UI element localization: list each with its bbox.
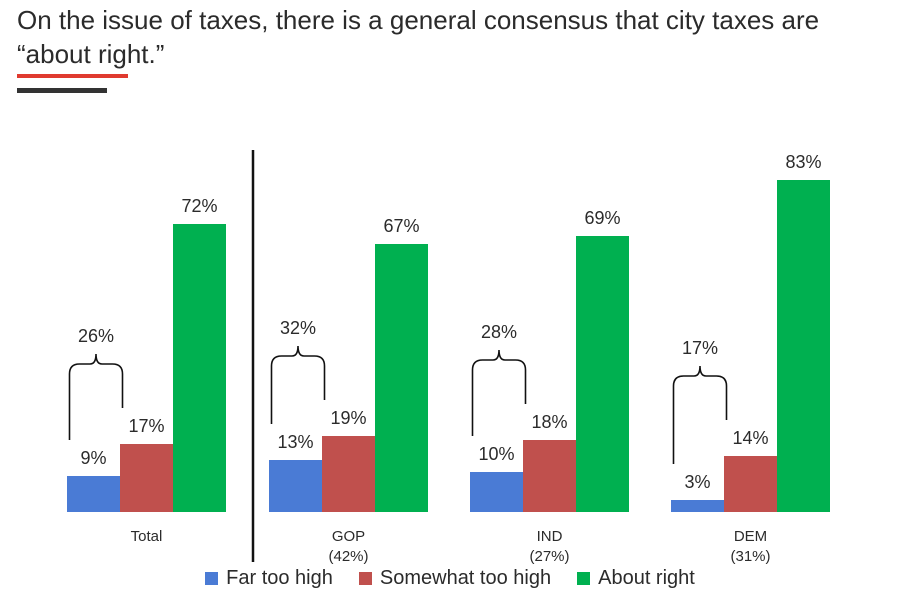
bar-total-far [67,476,120,512]
bar-total-somewhat [120,444,173,512]
title-accent-rule-red [17,74,128,78]
category-label-gop: GOP [332,528,365,545]
legend-label-far-too-high: Far too high [226,567,333,589]
legend-swatch-far-too-high [205,572,219,585]
brace-gop [270,345,326,424]
legend-label-somewhat-too-high: Somewhat too high [379,567,552,589]
bar-dem-about [777,180,830,512]
page-title: On the issue of taxes, there is a genera… [17,5,820,69]
data-label-gop-about: 67% [383,216,419,236]
data-label-gop-far: 13% [277,432,313,452]
combined-label-dem: 17% [682,338,718,358]
data-label-gop-somewhat: 19% [330,408,366,428]
legend-item-far-too-high: Far too high [205,567,333,590]
data-label-dem-somewhat: 14% [732,428,768,448]
data-label-total-far: 9% [80,448,106,468]
category-label-ind: IND [537,528,563,545]
title-accent-rule-dark [17,88,107,93]
category-sublabel-ind: (27%) [529,548,569,565]
combined-label-total: 26% [78,326,114,346]
data-label-dem-about: 83% [785,152,821,172]
category-sublabel-dem: (31%) [730,548,770,565]
brace-dem [672,365,728,464]
bar-ind-somewhat [523,440,576,512]
data-label-dem-far: 3% [684,472,710,492]
combined-label-ind: 28% [481,322,517,342]
bar-ind-about [576,236,629,512]
brace-total [68,353,124,440]
combined-label-gop: 32% [280,318,316,338]
data-label-ind-somewhat: 18% [531,412,567,432]
bar-gop-about [375,244,428,512]
bar-dem-somewhat [724,456,777,512]
legend-swatch-about-right [577,572,591,585]
bar-gop-far [269,460,322,512]
category-sublabel-gop: (42%) [328,548,368,565]
data-label-ind-about: 69% [584,208,620,228]
legend: Far too high Somewhat too high About rig… [0,567,900,590]
legend-label-about-right: About right [598,567,695,589]
data-label-total-somewhat: 17% [128,416,164,436]
data-label-total-about: 72% [181,196,217,216]
legend-item-about-right: About right [577,567,695,590]
bar-dem-far [671,500,724,512]
legend-item-somewhat-too-high: Somewhat too high [358,567,552,590]
category-label-dem: DEM [734,528,767,545]
data-label-ind-far: 10% [478,444,514,464]
brace-ind [471,349,527,436]
bar-gop-somewhat [322,436,375,512]
bar-ind-far [470,472,523,512]
bar-total-about [173,224,226,512]
category-label-total: Total [131,528,163,545]
legend-swatch-somewhat-too-high [358,572,372,585]
